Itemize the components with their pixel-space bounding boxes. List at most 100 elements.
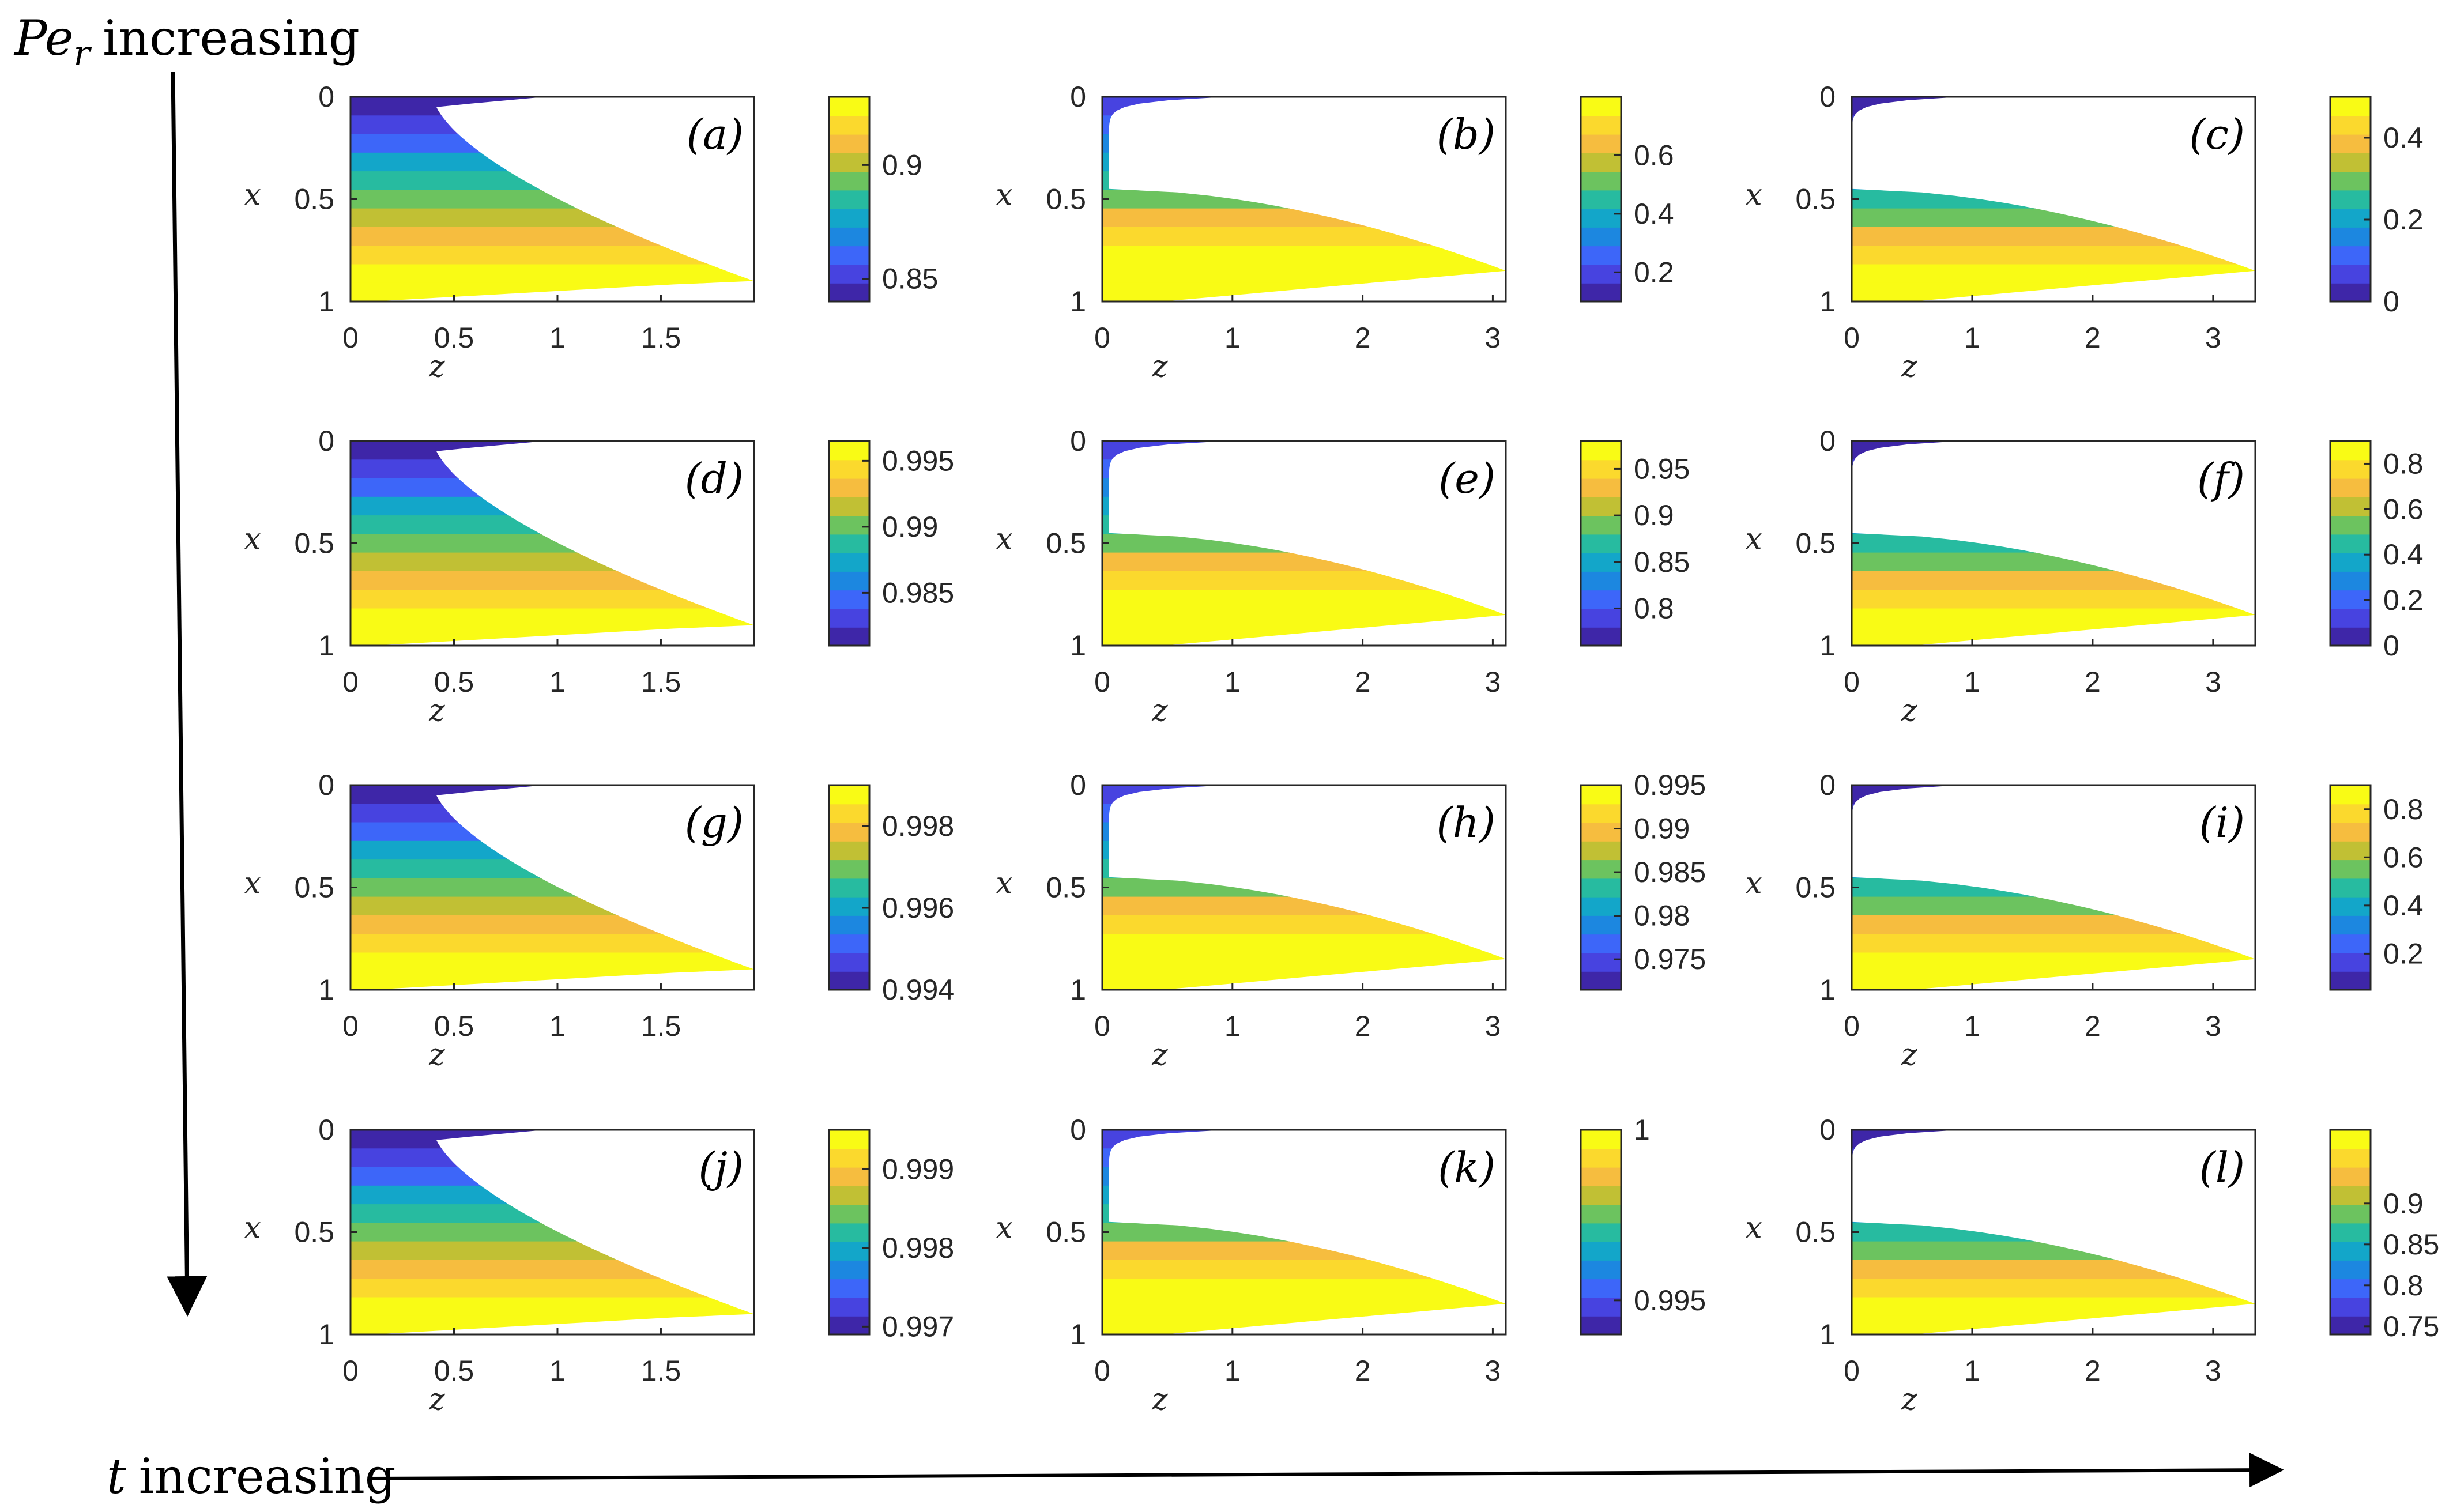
x-tick-label: 1 xyxy=(1964,1010,1980,1042)
heatmap-band xyxy=(351,859,754,879)
colorbar-frame xyxy=(1580,784,1622,991)
heatmap-band xyxy=(351,878,754,898)
y-tick-label: 0 xyxy=(318,769,334,801)
colorbar-tick-label: 0.4 xyxy=(1634,198,1674,230)
heatmap-bands xyxy=(1852,1130,2255,1334)
colorbar-segment xyxy=(1581,915,1621,935)
colorbar-tick-label: 0.2 xyxy=(2383,937,2424,970)
x-tick-label: 3 xyxy=(2205,1355,2221,1387)
y-tick-label: 0 xyxy=(1070,425,1086,457)
heatmap-band xyxy=(351,515,754,535)
colorbar-segment xyxy=(1581,1167,1621,1186)
y-axis-label: x xyxy=(1745,1211,1762,1246)
colorbar-tick-label: 0.8 xyxy=(2383,1269,2424,1302)
colorbar-segment xyxy=(829,608,869,628)
x-tick-label: 0 xyxy=(1094,666,1110,698)
colorbar-frame xyxy=(828,440,871,647)
colorbar-segment xyxy=(1581,115,1621,135)
x-axis-label: z xyxy=(1151,1382,1168,1417)
colorbar-segment xyxy=(829,934,869,953)
colorbar-segment xyxy=(2330,1204,2371,1224)
y-axis-label: x xyxy=(996,522,1012,557)
colorbar-segment xyxy=(829,1260,869,1280)
horizontal-arrow-text: increasing xyxy=(139,1448,396,1505)
y-axis-label: x xyxy=(244,178,261,213)
y-tick-label: 0 xyxy=(1070,1114,1086,1146)
colorbar: 0.2 0.4 0.6 0.8 xyxy=(2329,784,2424,991)
y-axis-label: x xyxy=(244,1211,261,1246)
heatmap-band xyxy=(1102,915,1506,935)
colorbar-segment xyxy=(2330,571,2371,591)
colorbar-tick-label: 0.985 xyxy=(1634,856,1706,888)
colorbar-segment xyxy=(2330,534,2371,553)
colorbar-segment xyxy=(1581,1315,1621,1335)
heatmap-band xyxy=(1852,785,2255,805)
colorbar-segment xyxy=(829,1315,869,1335)
heatmap-band xyxy=(1852,971,2255,990)
heatmap-band xyxy=(1102,571,1506,591)
colorbar-segment xyxy=(829,1297,869,1317)
colorbar: 0.2 0.4 0.6 xyxy=(1580,96,1674,303)
heatmap-band xyxy=(1852,441,2255,461)
heatmap-band xyxy=(351,246,754,265)
x-tick-label: 1.5 xyxy=(641,322,681,354)
colorbar-segment xyxy=(1581,785,1621,805)
heatmap-band xyxy=(1852,515,2255,535)
vertical-arrow-subscript: r xyxy=(73,33,92,74)
y-tick-label: 1 xyxy=(318,974,334,1006)
colorbar-tick-label: 0.9 xyxy=(2383,1187,2424,1220)
heatmap-band xyxy=(1852,1279,2255,1298)
heatmap-band xyxy=(1852,590,2255,609)
colorbar-segment xyxy=(1581,571,1621,591)
colorbar: 0 0.2 0.4 0.6 0.8 xyxy=(2329,440,2424,662)
x-tick-label: 0 xyxy=(1844,1010,1860,1042)
colorbar-tick-label: 0.6 xyxy=(2383,841,2424,873)
y-tick-label: 1 xyxy=(1819,974,1836,1006)
colorbar-segment xyxy=(829,822,869,842)
colorbar-segment xyxy=(1581,246,1621,265)
colorbar-segment xyxy=(1581,227,1621,247)
heatmap-band xyxy=(1852,459,2255,479)
heatmap-bands xyxy=(351,1130,754,1334)
colorbar-segment xyxy=(2330,171,2371,191)
colorbar-segment xyxy=(829,134,869,153)
colorbar-segment xyxy=(2330,282,2371,302)
heatmap-band xyxy=(1102,246,1506,265)
colorbar-tick-label: 0.995 xyxy=(1634,769,1706,801)
x-tick-label: 3 xyxy=(1485,666,1501,698)
colorbar-segment xyxy=(2330,878,2371,898)
colorbar-segment xyxy=(1581,952,1621,972)
heatmap-band xyxy=(1852,1167,2255,1186)
heatmap-band xyxy=(351,627,754,646)
panel-c: 00.510 1 2 3zx(c)00.20.4 xyxy=(1745,81,2423,384)
heatmap-band xyxy=(1102,282,1506,301)
colorbar-tick-label: 0.85 xyxy=(882,263,938,295)
x-tick-label: 3 xyxy=(1485,322,1501,354)
y-tick-label: 0.5 xyxy=(1046,1216,1086,1249)
y-tick-label: 0 xyxy=(1070,769,1086,801)
x-axis-label: z xyxy=(428,1382,445,1417)
colorbar-segment xyxy=(1581,190,1621,209)
colorbar-segment xyxy=(829,115,869,135)
x-tick-label: 1 xyxy=(1964,1355,1980,1387)
heatmap-band xyxy=(1852,804,2255,823)
heatmap-band xyxy=(351,1204,754,1224)
x-tick-label: 0 xyxy=(1094,1010,1110,1042)
colorbar-segment xyxy=(2330,97,2371,116)
heatmap-band xyxy=(1852,840,2255,861)
panel-label: (l) xyxy=(2199,1143,2245,1191)
panel-label: (j) xyxy=(698,1143,744,1191)
y-tick-label: 0 xyxy=(1819,769,1836,801)
x-tick-label: 3 xyxy=(1485,1355,1501,1387)
colorbar-segment xyxy=(1581,590,1621,609)
y-tick-label: 1 xyxy=(1070,285,1086,318)
x-axis-label: z xyxy=(428,1038,445,1072)
vertical-arrow-text: increasing xyxy=(103,10,360,66)
heatmap-band xyxy=(1102,552,1506,572)
colorbar-segment xyxy=(2330,552,2371,572)
x-tick-label: 1 xyxy=(549,1010,566,1042)
colorbar-segment xyxy=(1581,534,1621,553)
colorbar-tick-label: 0.2 xyxy=(1634,256,1674,288)
x-tick-label: 2 xyxy=(2085,1355,2101,1387)
